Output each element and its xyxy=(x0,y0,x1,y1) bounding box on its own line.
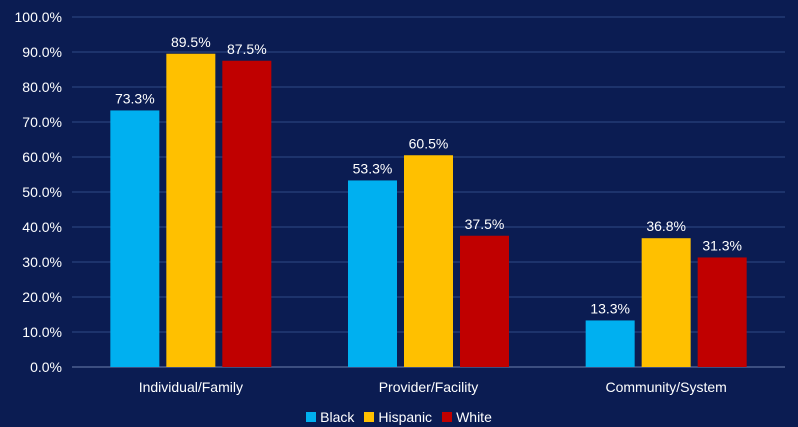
legend-item-hispanic: Hispanic xyxy=(364,409,432,425)
legend-label-hispanic: Hispanic xyxy=(378,409,433,425)
data-label: 53.3% xyxy=(353,160,393,176)
legend-swatch-black xyxy=(306,412,317,422)
bar-hispanic xyxy=(404,155,453,367)
data-label: 87.5% xyxy=(227,41,267,57)
legend-label-black: Black xyxy=(320,409,355,425)
x-category-label: Provider/Facility xyxy=(379,379,479,395)
data-label: 89.5% xyxy=(171,34,211,50)
y-tick-label: 40.0% xyxy=(22,219,62,235)
bar-white xyxy=(222,60,272,367)
bar-hispanic xyxy=(641,238,691,367)
y-tick-label: 60.0% xyxy=(22,149,62,165)
bar-black xyxy=(585,320,635,367)
bar-chart: 0.0% 10.0% 20.0% 30.0% 40.0% 50.0% 60.0% 70.0% 8… xyxy=(15,9,785,395)
bar-black xyxy=(110,110,160,367)
data-label: 13.3% xyxy=(590,300,630,316)
bar-white xyxy=(697,257,747,367)
data-label: 31.3% xyxy=(702,237,742,253)
legend-item-white: White xyxy=(442,409,492,425)
y-tick-label: 20.0% xyxy=(22,289,62,305)
x-category-label: Individual/Family xyxy=(139,379,243,395)
y-tick-label: 30.0% xyxy=(22,254,62,270)
data-label: 37.5% xyxy=(465,216,505,232)
bar-black xyxy=(348,180,397,367)
legend-swatch-white xyxy=(442,412,453,422)
legend-swatch-hispanic xyxy=(364,412,375,422)
y-tick-label: 0.0% xyxy=(30,359,62,375)
legend: Black Hispanic White xyxy=(0,407,798,427)
legend-label-white: White xyxy=(456,409,492,425)
y-tick-label: 80.0% xyxy=(22,79,62,95)
x-category-label: Community/System xyxy=(605,379,726,395)
y-tick-label: 70.0% xyxy=(22,114,62,130)
data-label: 73.3% xyxy=(115,90,155,106)
bar-white xyxy=(460,235,509,367)
y-tick-label: 90.0% xyxy=(22,44,62,60)
y-tick-label: 100.0% xyxy=(15,9,62,25)
bar-hispanic xyxy=(166,53,216,367)
data-label: 36.8% xyxy=(646,218,686,234)
y-tick-label: 10.0% xyxy=(22,324,62,340)
data-label: 60.5% xyxy=(409,135,449,151)
y-tick-label: 50.0% xyxy=(22,184,62,200)
legend-item-black: Black xyxy=(306,409,354,425)
